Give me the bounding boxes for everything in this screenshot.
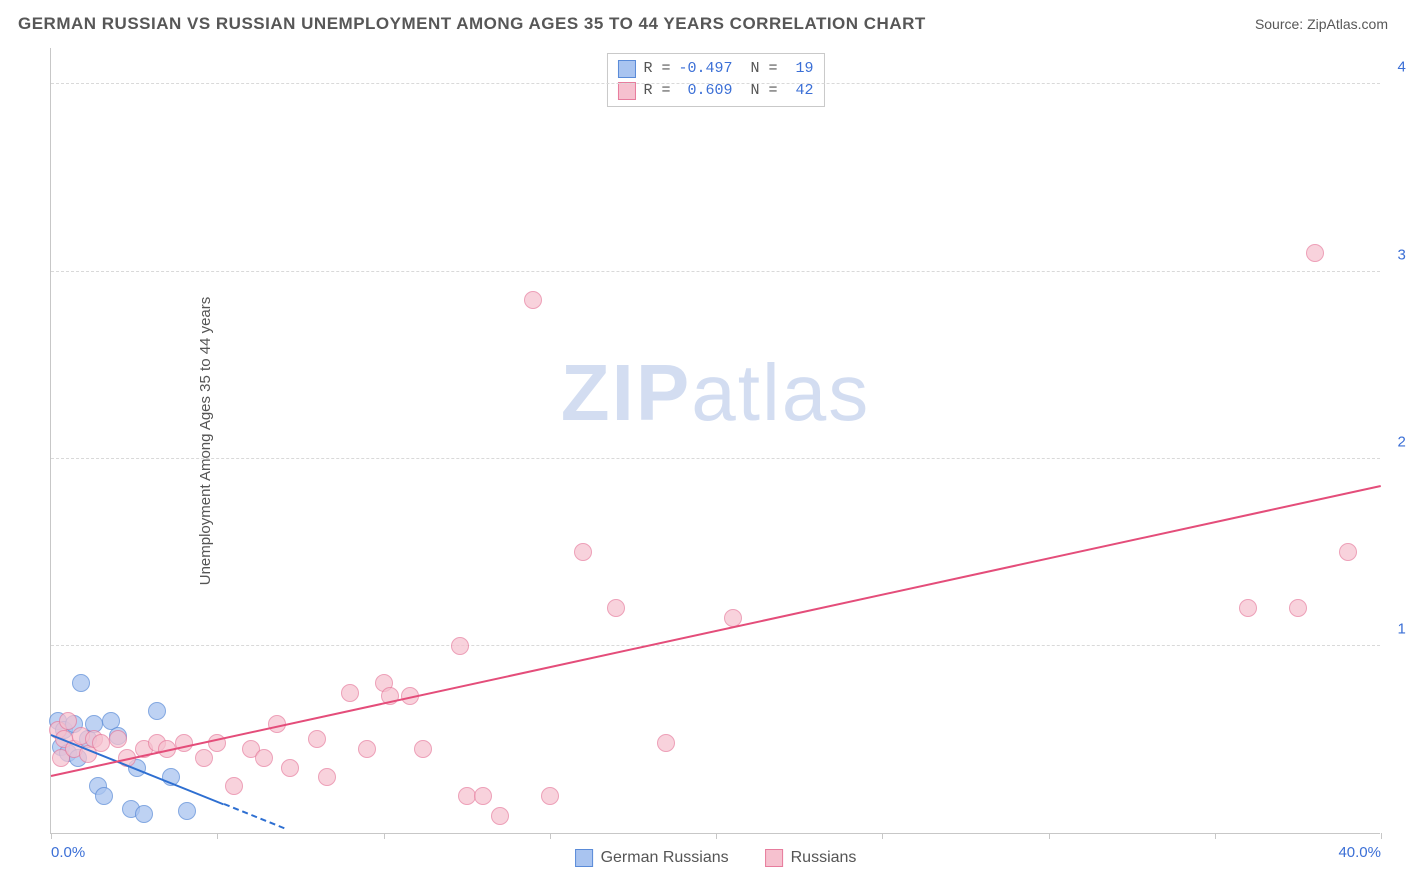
russians-point [225,777,243,795]
y-tick-label: 20.0% [1385,433,1406,450]
german_russians-point [72,674,90,692]
watermark-rest: atlas [691,348,870,437]
russians-point [308,730,326,748]
legend-stats-row: R = -0.497 N = 19 [617,58,813,80]
russians-point [451,637,469,655]
legend-r-value: -0.497 [678,58,732,80]
legend-item: Russians [765,849,857,867]
russians-point [574,543,592,561]
russians-point [607,599,625,617]
german_russians-point [95,787,113,805]
y-tick-label: 40.0% [1385,59,1406,76]
russians-point [175,734,193,752]
legend-swatch [617,60,635,78]
chart-title: GERMAN RUSSIAN VS RUSSIAN UNEMPLOYMENT A… [18,14,926,34]
y-tick-label: 30.0% [1385,246,1406,263]
x-tick-mark [384,833,385,839]
x-tick-label: 0.0% [51,844,85,861]
scatter-plot-area: Unemployment Among Ages 35 to 44 years Z… [50,48,1380,834]
x-tick-mark [716,833,717,839]
russians-point [341,684,359,702]
x-tick-mark [1381,833,1382,839]
watermark: ZIPatlas [561,347,870,439]
x-tick-mark [882,833,883,839]
legend-r-label: R = [643,58,670,80]
legend-swatch [575,849,593,867]
russians-point [541,787,559,805]
russians-point [109,730,127,748]
russians-point [59,712,77,730]
russians-point [657,734,675,752]
x-tick-mark [1215,833,1216,839]
gridline [51,645,1380,646]
russians-point [414,740,432,758]
russians-point [195,749,213,767]
x-tick-mark [550,833,551,839]
legend-series: German Russians Russians [575,849,857,867]
gridline [51,271,1380,272]
russians-point [1306,244,1324,262]
russians-point [524,291,542,309]
legend-item: German Russians [575,849,729,867]
x-tick-mark [1049,833,1050,839]
russians-point [458,787,476,805]
legend-n-value: 19 [786,58,814,80]
legend-label: German Russians [601,849,729,867]
x-tick-label: 40.0% [1338,844,1381,861]
german_russians-trendline-extrap [224,803,285,829]
russians-point [474,787,492,805]
gridline [51,458,1380,459]
russians-trendline [51,485,1381,777]
gridline [51,83,1380,84]
legend-label: Russians [791,849,857,867]
legend-swatch [617,82,635,100]
chart-source: Source: ZipAtlas.com [1255,16,1388,32]
russians-point [92,734,110,752]
russians-point [1289,599,1307,617]
watermark-bold: ZIP [561,348,691,437]
russians-point [1239,599,1257,617]
german_russians-point [148,702,166,720]
german_russians-point [135,805,153,823]
russians-point [281,759,299,777]
y-tick-label: 10.0% [1385,620,1406,637]
russians-point [318,768,336,786]
x-tick-mark [51,833,52,839]
russians-point [255,749,273,767]
legend-stats-box: R =-0.497N =19R =0.609N =42 [606,53,824,107]
russians-point [491,807,509,825]
german_russians-point [178,802,196,820]
russians-point [358,740,376,758]
x-tick-mark [217,833,218,839]
legend-n-label: N = [751,58,778,80]
russians-point [1339,543,1357,561]
y-axis-label: Unemployment Among Ages 35 to 44 years [197,296,214,585]
legend-swatch [765,849,783,867]
